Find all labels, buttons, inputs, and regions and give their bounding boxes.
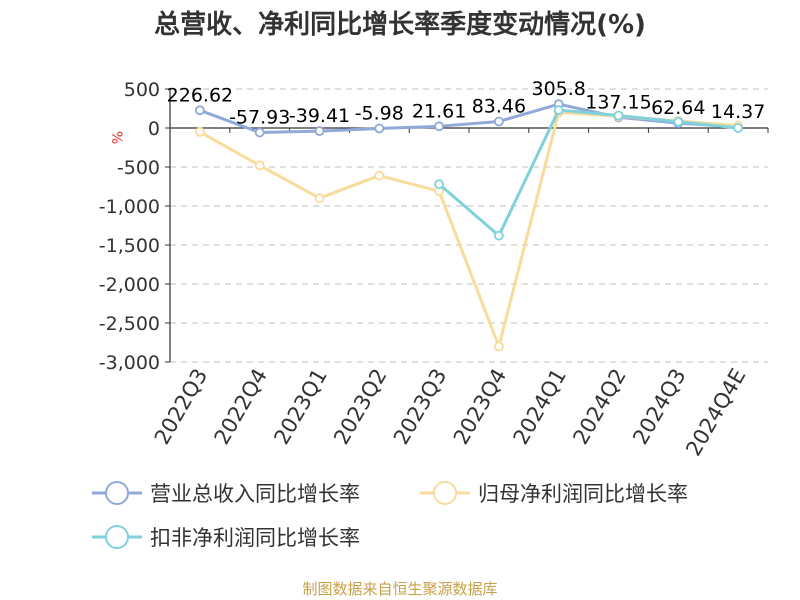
x-tick-label: 2024Q3 — [628, 365, 690, 449]
y-tick-label: -3,000 — [99, 352, 160, 374]
legend-label: 营业总收入同比增长率 — [150, 482, 360, 506]
legend-marker — [105, 525, 129, 549]
data-point — [434, 179, 445, 190]
y-axis-unit: % — [108, 131, 124, 144]
x-tick-label: 2022Q4 — [210, 365, 272, 449]
x-tick-label: 2022Q3 — [150, 365, 212, 449]
legend-item[interactable]: 归母净利润同比增长率 — [420, 481, 688, 506]
legend-item[interactable]: 营业总收入同比增长率 — [92, 481, 360, 506]
y-tick-label: -2,000 — [99, 274, 160, 296]
data-labels: 226.62-57.93-39.41 -5.98 21.61 83.46305.813… — [167, 78, 766, 128]
series-line-2 — [199, 110, 739, 348]
x-tick-label: 2024Q1 — [509, 365, 571, 449]
data-point — [374, 170, 385, 181]
data-label: 137.15 — [585, 91, 651, 113]
data-point — [493, 341, 504, 352]
data-label: -39.41 — [289, 105, 350, 127]
y-tick-label: 0 — [148, 118, 160, 140]
x-tick-label: 2024Q2 — [568, 365, 630, 449]
y-tick-label: -500 — [117, 157, 160, 179]
data-point — [314, 126, 325, 136]
y-tick-label: -1,500 — [99, 235, 160, 257]
data-point — [613, 110, 624, 121]
legend-marker — [433, 481, 457, 505]
legend-marker — [105, 481, 129, 505]
data-label: -5.98 — [355, 102, 404, 124]
series-lines — [194, 99, 743, 352]
data-point — [194, 105, 205, 116]
x-tick-label: 2023Q3 — [389, 365, 451, 449]
grid-lines — [170, 88, 768, 363]
data-point — [733, 123, 743, 133]
y-tick-label: -1,000 — [99, 196, 160, 218]
y-tick-label: 500 — [124, 79, 160, 101]
data-label: 14.37 — [711, 101, 765, 123]
data-label: -57.93 — [229, 107, 290, 129]
source-note: 制图数据来自恒生聚源数据库 — [302, 580, 498, 598]
y-tick-label: -2,500 — [99, 313, 160, 335]
data-point — [434, 121, 445, 132]
data-point — [553, 105, 564, 115]
x-tick-label: 2023Q1 — [269, 365, 331, 449]
data-point — [254, 160, 265, 171]
data-label: 62.64 — [651, 97, 705, 119]
data-point — [374, 123, 385, 134]
legend-item[interactable]: 扣非净利润同比增长率 — [92, 525, 360, 550]
data-point — [314, 193, 325, 204]
x-tick-label: 2023Q2 — [329, 365, 391, 449]
data-point — [254, 127, 265, 138]
legend-label: 扣非净利润同比增长率 — [150, 526, 360, 550]
data-label: 21.61 — [412, 100, 466, 122]
data-label: 305.8 — [531, 78, 585, 100]
data-point — [194, 126, 205, 137]
series-line-1 — [199, 102, 739, 135]
data-label: 83.46 — [472, 95, 526, 117]
data-point — [673, 116, 684, 127]
x-tick-label: 2024Q4E — [681, 365, 750, 461]
x-tick-label: 2023Q4 — [449, 365, 511, 449]
data-point — [493, 230, 504, 241]
data-point — [493, 116, 504, 127]
legend-label: 归母净利润同比增长率 — [478, 482, 688, 506]
series-line-3 — [438, 108, 739, 238]
chart-title: 总营收、净利同比增长率季度变动情况(%) — [154, 10, 646, 40]
data-label: 226.62 — [167, 84, 233, 106]
